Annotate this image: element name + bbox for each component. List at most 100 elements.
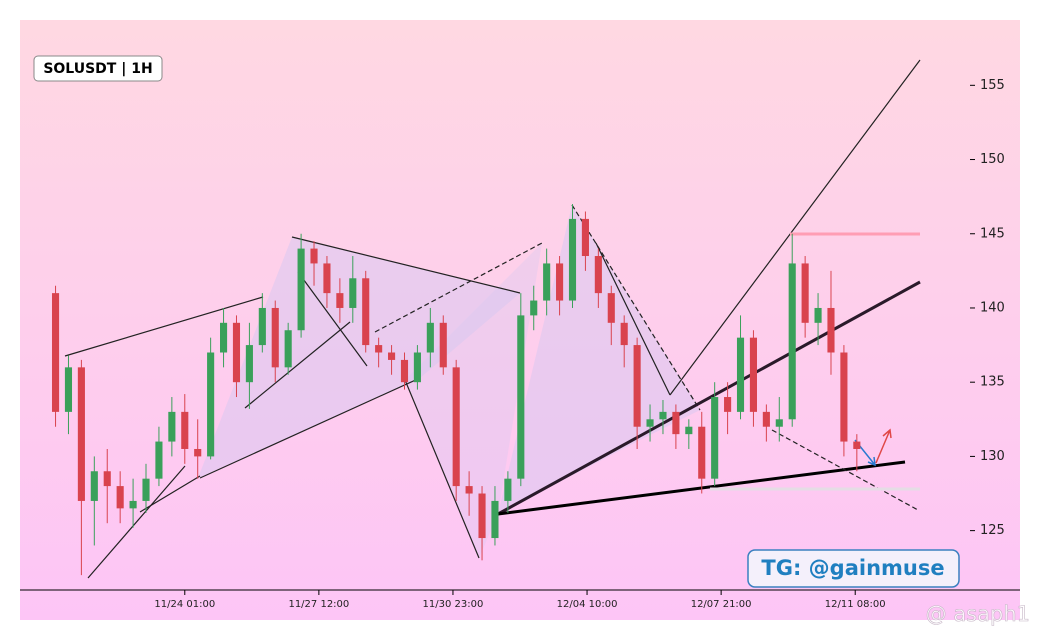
candle-body — [827, 307, 835, 353]
candle-body — [478, 493, 486, 539]
candle-body — [853, 441, 861, 449]
y-tick-label: 155 — [980, 78, 1005, 93]
candle-body — [724, 397, 732, 412]
candle-body — [685, 426, 693, 435]
candle-body — [646, 419, 654, 427]
trendline — [244, 321, 351, 409]
candle-body — [194, 448, 202, 457]
y-tick-label: 150 — [980, 152, 1005, 167]
candle-body — [51, 293, 60, 412]
x-tick-label: 12/11 08:00 — [825, 599, 886, 610]
trendline — [297, 271, 368, 367]
candle-body — [736, 337, 745, 412]
drawings — [64, 59, 921, 579]
candles — [51, 204, 861, 576]
trendline — [571, 204, 701, 411]
pattern-shade — [498, 205, 700, 514]
candle-body — [323, 263, 331, 294]
trendline — [771, 429, 919, 511]
candle-body — [788, 263, 796, 420]
candle-body — [116, 486, 124, 509]
candle-body — [168, 411, 176, 442]
tag-box — [747, 549, 960, 588]
candle-body — [426, 322, 434, 353]
x-tick-label: 11/24 01:00 — [154, 599, 215, 610]
candle-body — [103, 471, 111, 487]
candle-body — [232, 322, 241, 383]
trendline — [87, 465, 186, 579]
candle-body — [801, 263, 809, 323]
candle-body — [633, 345, 641, 427]
candle-body — [413, 352, 421, 383]
y-tick-label: 140 — [980, 300, 1005, 315]
candle-body — [465, 486, 473, 494]
y-tick-label: 145 — [980, 226, 1005, 241]
trendline — [669, 59, 921, 396]
candle-body — [556, 263, 564, 301]
trendline — [404, 379, 480, 559]
candle-body — [284, 330, 292, 368]
candle-body — [207, 352, 215, 457]
y-tick-label: 125 — [980, 523, 1005, 538]
chart-title: SOLUSDT | 1H — [43, 61, 152, 77]
candle-body — [400, 359, 409, 383]
candle-body — [840, 352, 848, 442]
candle-body — [310, 248, 318, 264]
candle-body — [388, 352, 396, 360]
candle-body — [775, 419, 783, 427]
watermark: @ asaph1 — [926, 602, 1030, 626]
candle-body — [220, 322, 228, 353]
candle-body — [517, 315, 525, 479]
candle-body — [814, 307, 822, 323]
x-tick-label: 11/27 12:00 — [288, 599, 349, 610]
candle-body — [297, 248, 305, 331]
candle-body — [336, 293, 344, 308]
candle-body — [90, 471, 98, 501]
trendline — [497, 280, 921, 516]
trendline — [595, 242, 671, 396]
candle-body — [659, 411, 667, 420]
candle-body — [762, 411, 770, 427]
candle-body — [749, 337, 757, 412]
candle-body — [142, 478, 150, 501]
candle-body — [711, 397, 719, 479]
candle-body — [530, 300, 538, 316]
pattern-shade — [405, 243, 542, 558]
trendline — [139, 475, 201, 513]
candle-body — [698, 426, 706, 479]
candle-body — [504, 478, 512, 501]
candle-body — [594, 256, 602, 294]
candle-body — [439, 322, 447, 368]
x-tick-label: 12/04 10:00 — [557, 599, 618, 610]
candle-body — [607, 293, 615, 323]
candle-body — [245, 345, 253, 383]
arrow-up — [875, 428, 892, 464]
title-box — [33, 55, 163, 82]
candle-body — [362, 278, 370, 346]
candle-body — [620, 322, 628, 346]
candle-body — [581, 218, 589, 257]
candle-body — [155, 441, 163, 479]
trendline — [199, 377, 421, 479]
trendline — [64, 296, 264, 357]
candle-body — [64, 367, 73, 412]
candle-body — [271, 307, 279, 368]
y-tick-label: 135 — [980, 375, 1005, 390]
candle-body — [349, 278, 357, 308]
arrow-down — [854, 439, 876, 467]
tag-label: TG: @gainmuse — [761, 556, 944, 580]
candle-body — [375, 345, 383, 353]
candle-body — [568, 218, 577, 301]
candle-body — [452, 367, 460, 487]
candle-body — [672, 411, 680, 435]
candle-body — [258, 307, 266, 346]
candle-body — [491, 500, 499, 539]
candle-body — [77, 367, 85, 501]
candle-body — [181, 411, 189, 449]
x-tick-label: 12/07 21:00 — [691, 599, 752, 610]
candle-body — [129, 500, 137, 509]
x-tick-label: 11/30 23:00 — [423, 599, 484, 610]
candle-body — [543, 263, 551, 301]
